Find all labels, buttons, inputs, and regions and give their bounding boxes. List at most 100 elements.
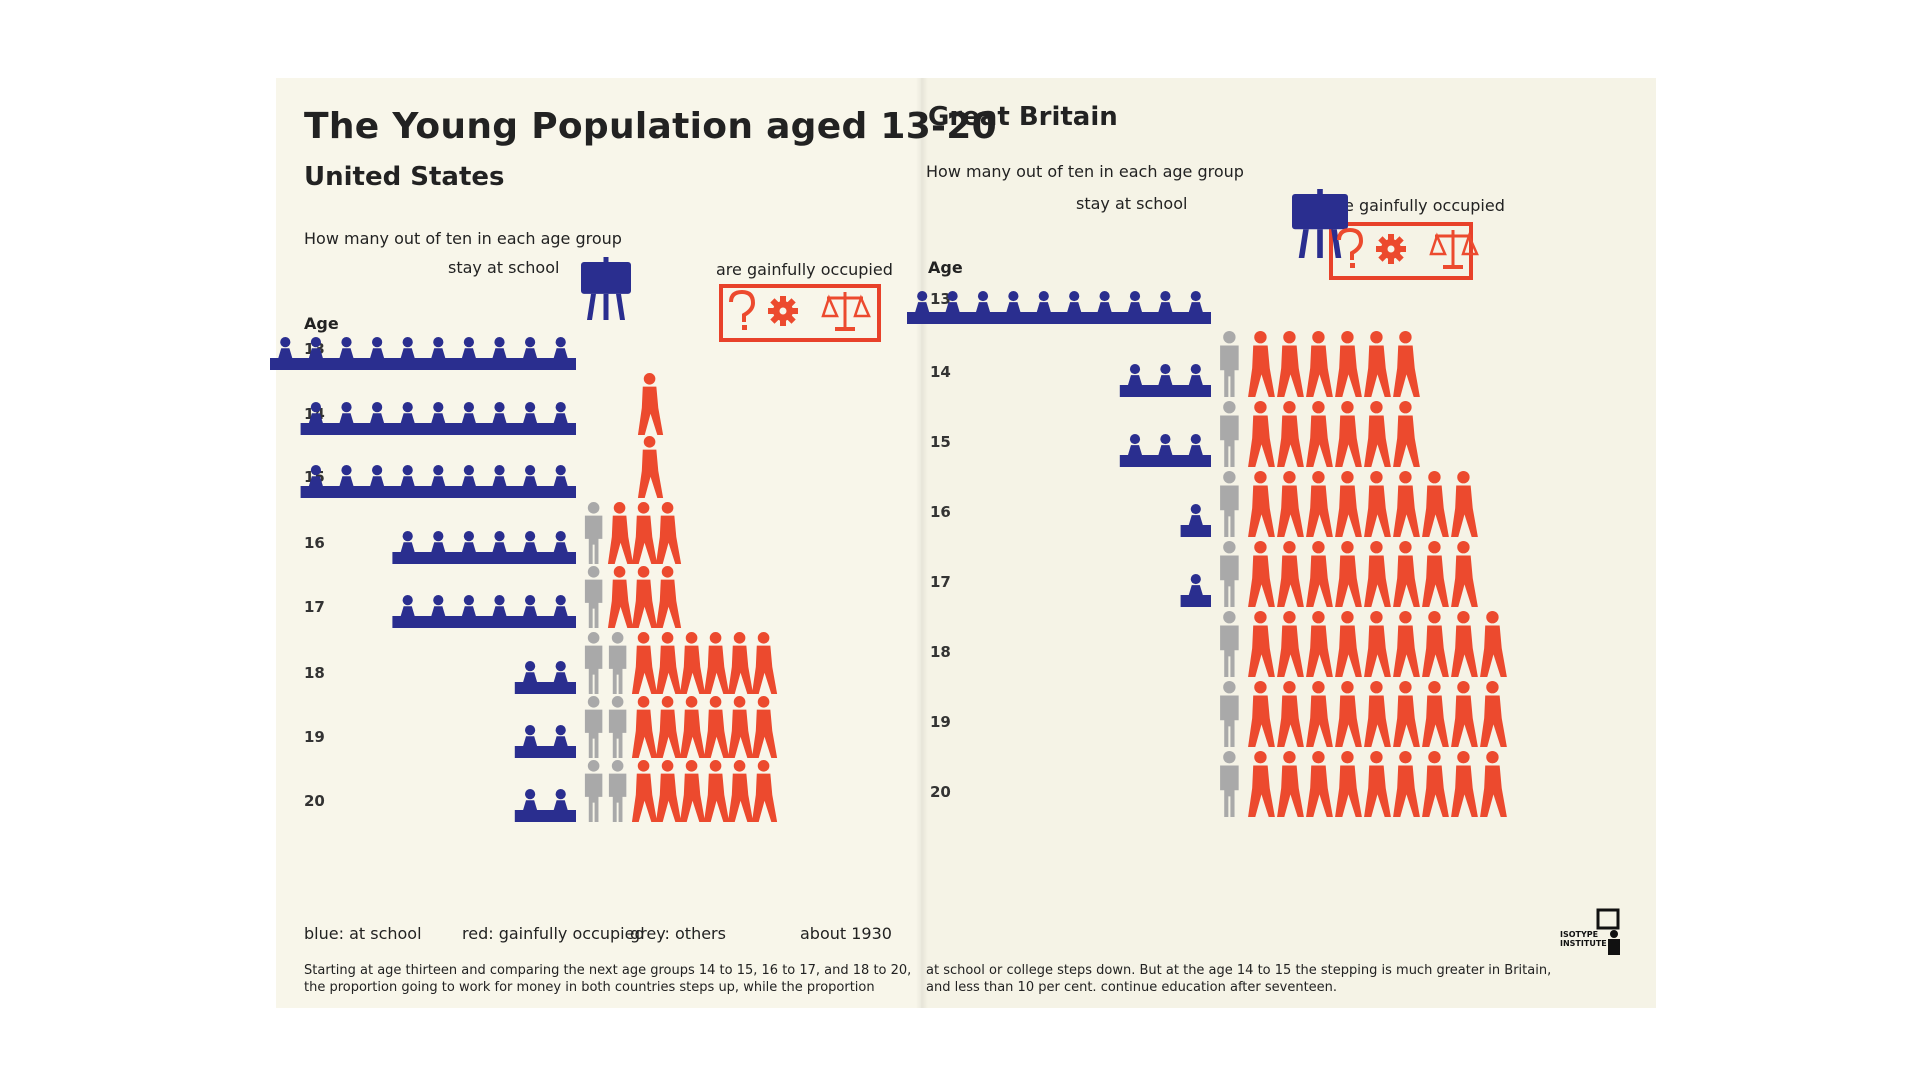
gb-age-label-18: 18	[930, 643, 951, 661]
gb-occupied-mark-19	[1248, 681, 1507, 747]
us-row-age-20: 20	[304, 760, 778, 822]
caption-line-2-left: the proportion going to work for money i…	[304, 980, 875, 995]
us-row-age-19: 19	[304, 696, 778, 758]
gb-row-age-16: 16	[930, 471, 1478, 537]
gb-others-mark-20	[1220, 751, 1239, 817]
gb-school-easel-icon	[1292, 189, 1348, 258]
school-label-gb: stay at school	[1076, 194, 1188, 213]
legend-grey: grey: others	[630, 924, 726, 943]
gb-row-age-14: 14	[930, 331, 1420, 397]
gb-others-mark-17	[1220, 541, 1239, 607]
gb-age-label-17: 17	[930, 573, 951, 591]
legend-date: about 1930	[800, 924, 892, 943]
us-row-age-13: 13	[270, 337, 576, 370]
gb-others-mark-14	[1220, 331, 1239, 397]
age-label-us: Age	[304, 314, 339, 333]
us-occupation-symbols-icon	[729, 289, 871, 331]
gb-row-age-15: 15	[930, 401, 1420, 467]
us-occupied-mark-15	[637, 436, 664, 498]
gb-occupied-mark-18	[1248, 611, 1507, 677]
us-occupied-mark-14	[637, 373, 664, 435]
gb-occupied-mark-15	[1248, 401, 1420, 467]
us-school-mark-13	[270, 337, 576, 370]
us-others-mark-17	[584, 566, 603, 628]
caption-line-1-left: Starting at age thirteen and comparing t…	[304, 963, 912, 978]
gb-age-label-15: 15	[930, 433, 951, 451]
gb-age-label-19: 19	[930, 713, 951, 731]
gb-school-mark-14	[1119, 364, 1211, 397]
gb-school-mark-16	[1180, 504, 1211, 537]
question-text-us: How many out of ten in each age group	[304, 229, 622, 248]
logo-text-1: ISOTYPE	[1560, 930, 1599, 939]
legend-blue: blue: at school	[304, 924, 422, 943]
us-age-label-17: 17	[304, 598, 325, 616]
us-row-age-14: 14	[300, 373, 664, 435]
caption-line-2-right: and less than 10 per cent. continue educ…	[926, 980, 1338, 995]
us-occupied-mark-19	[631, 696, 778, 758]
isotype-chart: 13141516171819201314151617181920	[270, 189, 1507, 822]
left-page	[276, 78, 921, 1008]
us-row-age-15: 15	[300, 436, 664, 498]
gb-row-age-17: 17	[930, 541, 1478, 607]
us-others-mark-16	[584, 502, 603, 564]
gb-others-mark-18	[1220, 611, 1239, 677]
us-age-label-18: 18	[304, 664, 325, 682]
us-school-mark-14	[300, 402, 576, 435]
us-school-mark-18	[514, 661, 576, 694]
us-school-mark-16	[392, 531, 576, 564]
question-text-gb: How many out of ten in each age group	[926, 162, 1244, 181]
logo-text-2: INSTITUTE	[1560, 939, 1607, 948]
us-occupied-mark-16	[607, 502, 682, 564]
caption-line-1-right: at school or college steps down. But at …	[926, 963, 1552, 978]
age-label-gb: Age	[928, 258, 963, 277]
gb-age-label-16: 16	[930, 503, 951, 521]
gb-school-mark-15	[1119, 434, 1211, 467]
us-age-label-20: 20	[304, 792, 325, 810]
isotype-institute-logo: ISOTYPE INSTITUTE	[1560, 908, 1632, 958]
gb-others-mark-16	[1220, 471, 1239, 537]
us-others-mark-19	[584, 696, 627, 758]
gb-age-label-20: 20	[930, 783, 951, 801]
page-title: The Young Population aged 13-20	[304, 106, 998, 147]
us-school-mark-15	[300, 465, 576, 498]
book-spread: The Young Population aged 13-20 United S…	[270, 78, 1656, 1008]
us-occupied-mark-17	[607, 566, 682, 628]
country-title-us: United States	[304, 162, 505, 192]
gb-age-label-14: 14	[930, 363, 951, 381]
us-occupied-mark-18	[631, 632, 778, 694]
gb-occupation-symbols-icon	[1337, 227, 1479, 269]
us-row-age-18: 18	[304, 632, 778, 694]
gb-school-mark-13	[907, 291, 1211, 324]
legend-red: red: gainfully occupied	[462, 924, 645, 943]
isotype-logo-icon	[1596, 908, 1620, 955]
us-school-mark-17	[392, 595, 576, 628]
gb-row-age-19: 19	[930, 681, 1507, 747]
gb-school-mark-17	[1180, 574, 1211, 607]
occupied-label-gb: are gainfully occupied	[1328, 196, 1505, 215]
gb-occupied-mark-20	[1248, 751, 1507, 817]
us-others-mark-20	[584, 760, 627, 822]
us-school-mark-19	[514, 725, 576, 758]
us-school-easel-icon	[581, 257, 631, 320]
country-title-gb: Great Britain	[928, 102, 1118, 132]
us-others-mark-18	[584, 632, 627, 694]
gb-age-label-13: 13	[930, 290, 951, 308]
gb-row-age-20: 20	[930, 751, 1507, 817]
us-row-age-16: 16	[304, 502, 682, 564]
gb-others-mark-19	[1220, 681, 1239, 747]
occupied-label-us: are gainfully occupied	[716, 260, 893, 279]
us-school-mark-20	[514, 789, 576, 822]
gb-row-age-18: 18	[930, 611, 1507, 677]
gb-row-age-13: 13	[907, 290, 1211, 324]
occupied-symbols-box-gb	[1329, 222, 1473, 280]
occupied-symbols-box-us	[719, 284, 881, 342]
gb-occupied-mark-17	[1248, 541, 1478, 607]
us-age-label-16: 16	[304, 534, 325, 552]
us-occupied-mark-20	[631, 760, 778, 822]
gb-others-mark-15	[1220, 401, 1239, 467]
school-label-us: stay at school	[448, 258, 560, 277]
us-row-age-17: 17	[304, 566, 682, 628]
gb-occupied-mark-14	[1248, 331, 1420, 397]
us-age-label-19: 19	[304, 728, 325, 746]
gb-occupied-mark-16	[1248, 471, 1478, 537]
